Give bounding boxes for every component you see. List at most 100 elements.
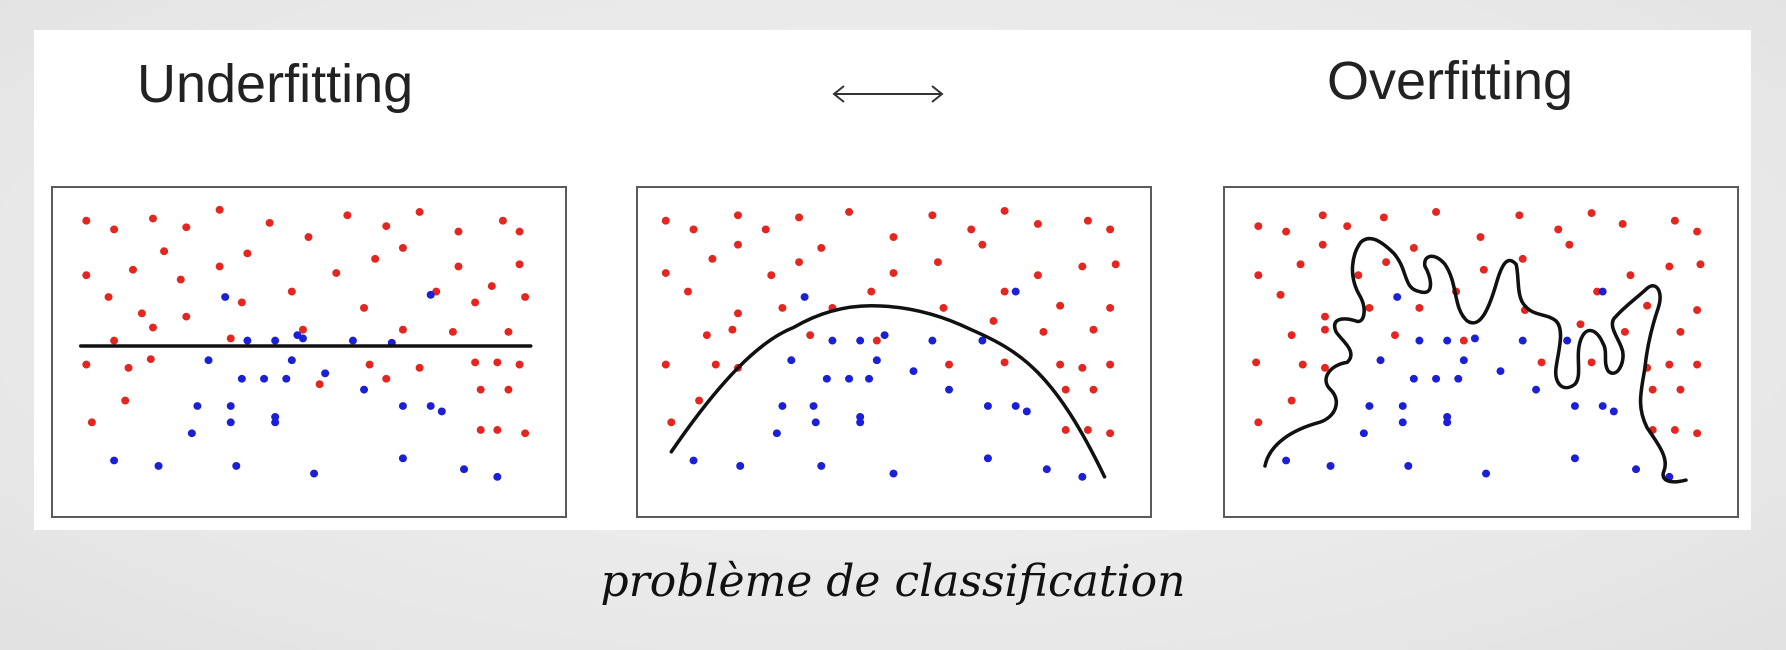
red-point [1089, 325, 1098, 334]
red-point [1083, 216, 1092, 225]
blue-point [1470, 334, 1479, 343]
red-point [504, 385, 513, 394]
red-point [761, 225, 770, 234]
red-point [454, 262, 463, 271]
red-point [1665, 360, 1674, 369]
red-point [476, 385, 485, 394]
red-point [667, 418, 676, 427]
red-point [1593, 287, 1602, 296]
red-point [1320, 325, 1329, 334]
red-point [889, 233, 898, 241]
panel-good-fit [636, 186, 1152, 518]
red-point [415, 208, 424, 216]
red-point [182, 223, 191, 232]
blue-point [1282, 456, 1291, 465]
red-point [82, 360, 91, 369]
blue-point [460, 465, 469, 474]
blue-point [1022, 407, 1031, 416]
blue-point [945, 385, 954, 394]
red-point [1287, 396, 1296, 405]
blue-point [1404, 462, 1413, 470]
blue-point [193, 402, 202, 410]
red-point [82, 216, 91, 225]
blue-point [736, 462, 745, 470]
red-point [521, 293, 530, 301]
red-point [1061, 426, 1070, 434]
blue-point [889, 469, 898, 478]
red-point [767, 271, 776, 280]
red-point [1254, 271, 1263, 280]
red-point [1670, 426, 1679, 434]
red-point [87, 418, 96, 427]
red-point [695, 396, 704, 405]
blue-point [856, 418, 865, 427]
blue-point [187, 429, 196, 438]
red-point [471, 358, 480, 367]
red-point [733, 211, 742, 220]
red-point [1106, 360, 1115, 369]
red-point [1670, 216, 1679, 225]
blue-point [1454, 374, 1463, 383]
red-point [1515, 211, 1524, 220]
blue-point [1609, 407, 1618, 416]
red-point [215, 205, 224, 214]
blue-point [1359, 429, 1368, 438]
red-point [1343, 222, 1352, 231]
red-point [1554, 225, 1563, 234]
blue-point [845, 374, 854, 383]
blue-point [493, 472, 502, 481]
red-point [1576, 320, 1585, 329]
red-point [728, 325, 737, 334]
caption: problème de classification [600, 556, 1186, 607]
red-point [521, 429, 530, 438]
blue-point [811, 418, 820, 427]
red-point [683, 287, 692, 296]
red-point [176, 275, 185, 284]
red-point [287, 287, 296, 296]
red-point [1587, 209, 1596, 217]
red-point [121, 396, 130, 405]
red-point [215, 262, 224, 271]
red-point [1296, 260, 1305, 269]
red-point [515, 227, 524, 236]
red-point [1056, 301, 1065, 310]
red-point [398, 325, 407, 334]
red-point [795, 258, 804, 267]
red-point [1365, 303, 1374, 312]
red-point [1078, 262, 1087, 271]
overfitting-plot [1252, 208, 1705, 484]
blue-point [689, 456, 698, 465]
red-point [382, 222, 391, 231]
blue-point [1078, 472, 1087, 481]
red-point [124, 363, 133, 372]
red-point [148, 323, 157, 332]
red-point [778, 303, 787, 312]
blue-point [1563, 336, 1572, 345]
blue-point [1365, 402, 1374, 410]
red-point [360, 303, 369, 312]
blue-point [282, 374, 291, 383]
red-point [1476, 233, 1485, 241]
blue-point [1443, 336, 1452, 345]
blue-point [321, 369, 330, 378]
blue-point [426, 290, 435, 299]
red-point [1000, 206, 1009, 215]
blue-point [828, 336, 837, 345]
red-point [110, 336, 119, 345]
blue-point [1632, 465, 1641, 474]
red-point [515, 360, 524, 369]
red-point [498, 216, 507, 225]
red-point [1626, 271, 1635, 280]
red-point [304, 233, 313, 241]
red-point [817, 244, 826, 252]
red-point [1409, 244, 1418, 252]
blue-point [1598, 287, 1607, 296]
blue-point [1415, 336, 1424, 345]
red-point [1696, 260, 1705, 269]
red-point [1252, 358, 1261, 367]
blue-point [260, 374, 269, 383]
red-point [382, 374, 391, 383]
blue-point [1393, 293, 1402, 301]
red-point [371, 254, 380, 263]
